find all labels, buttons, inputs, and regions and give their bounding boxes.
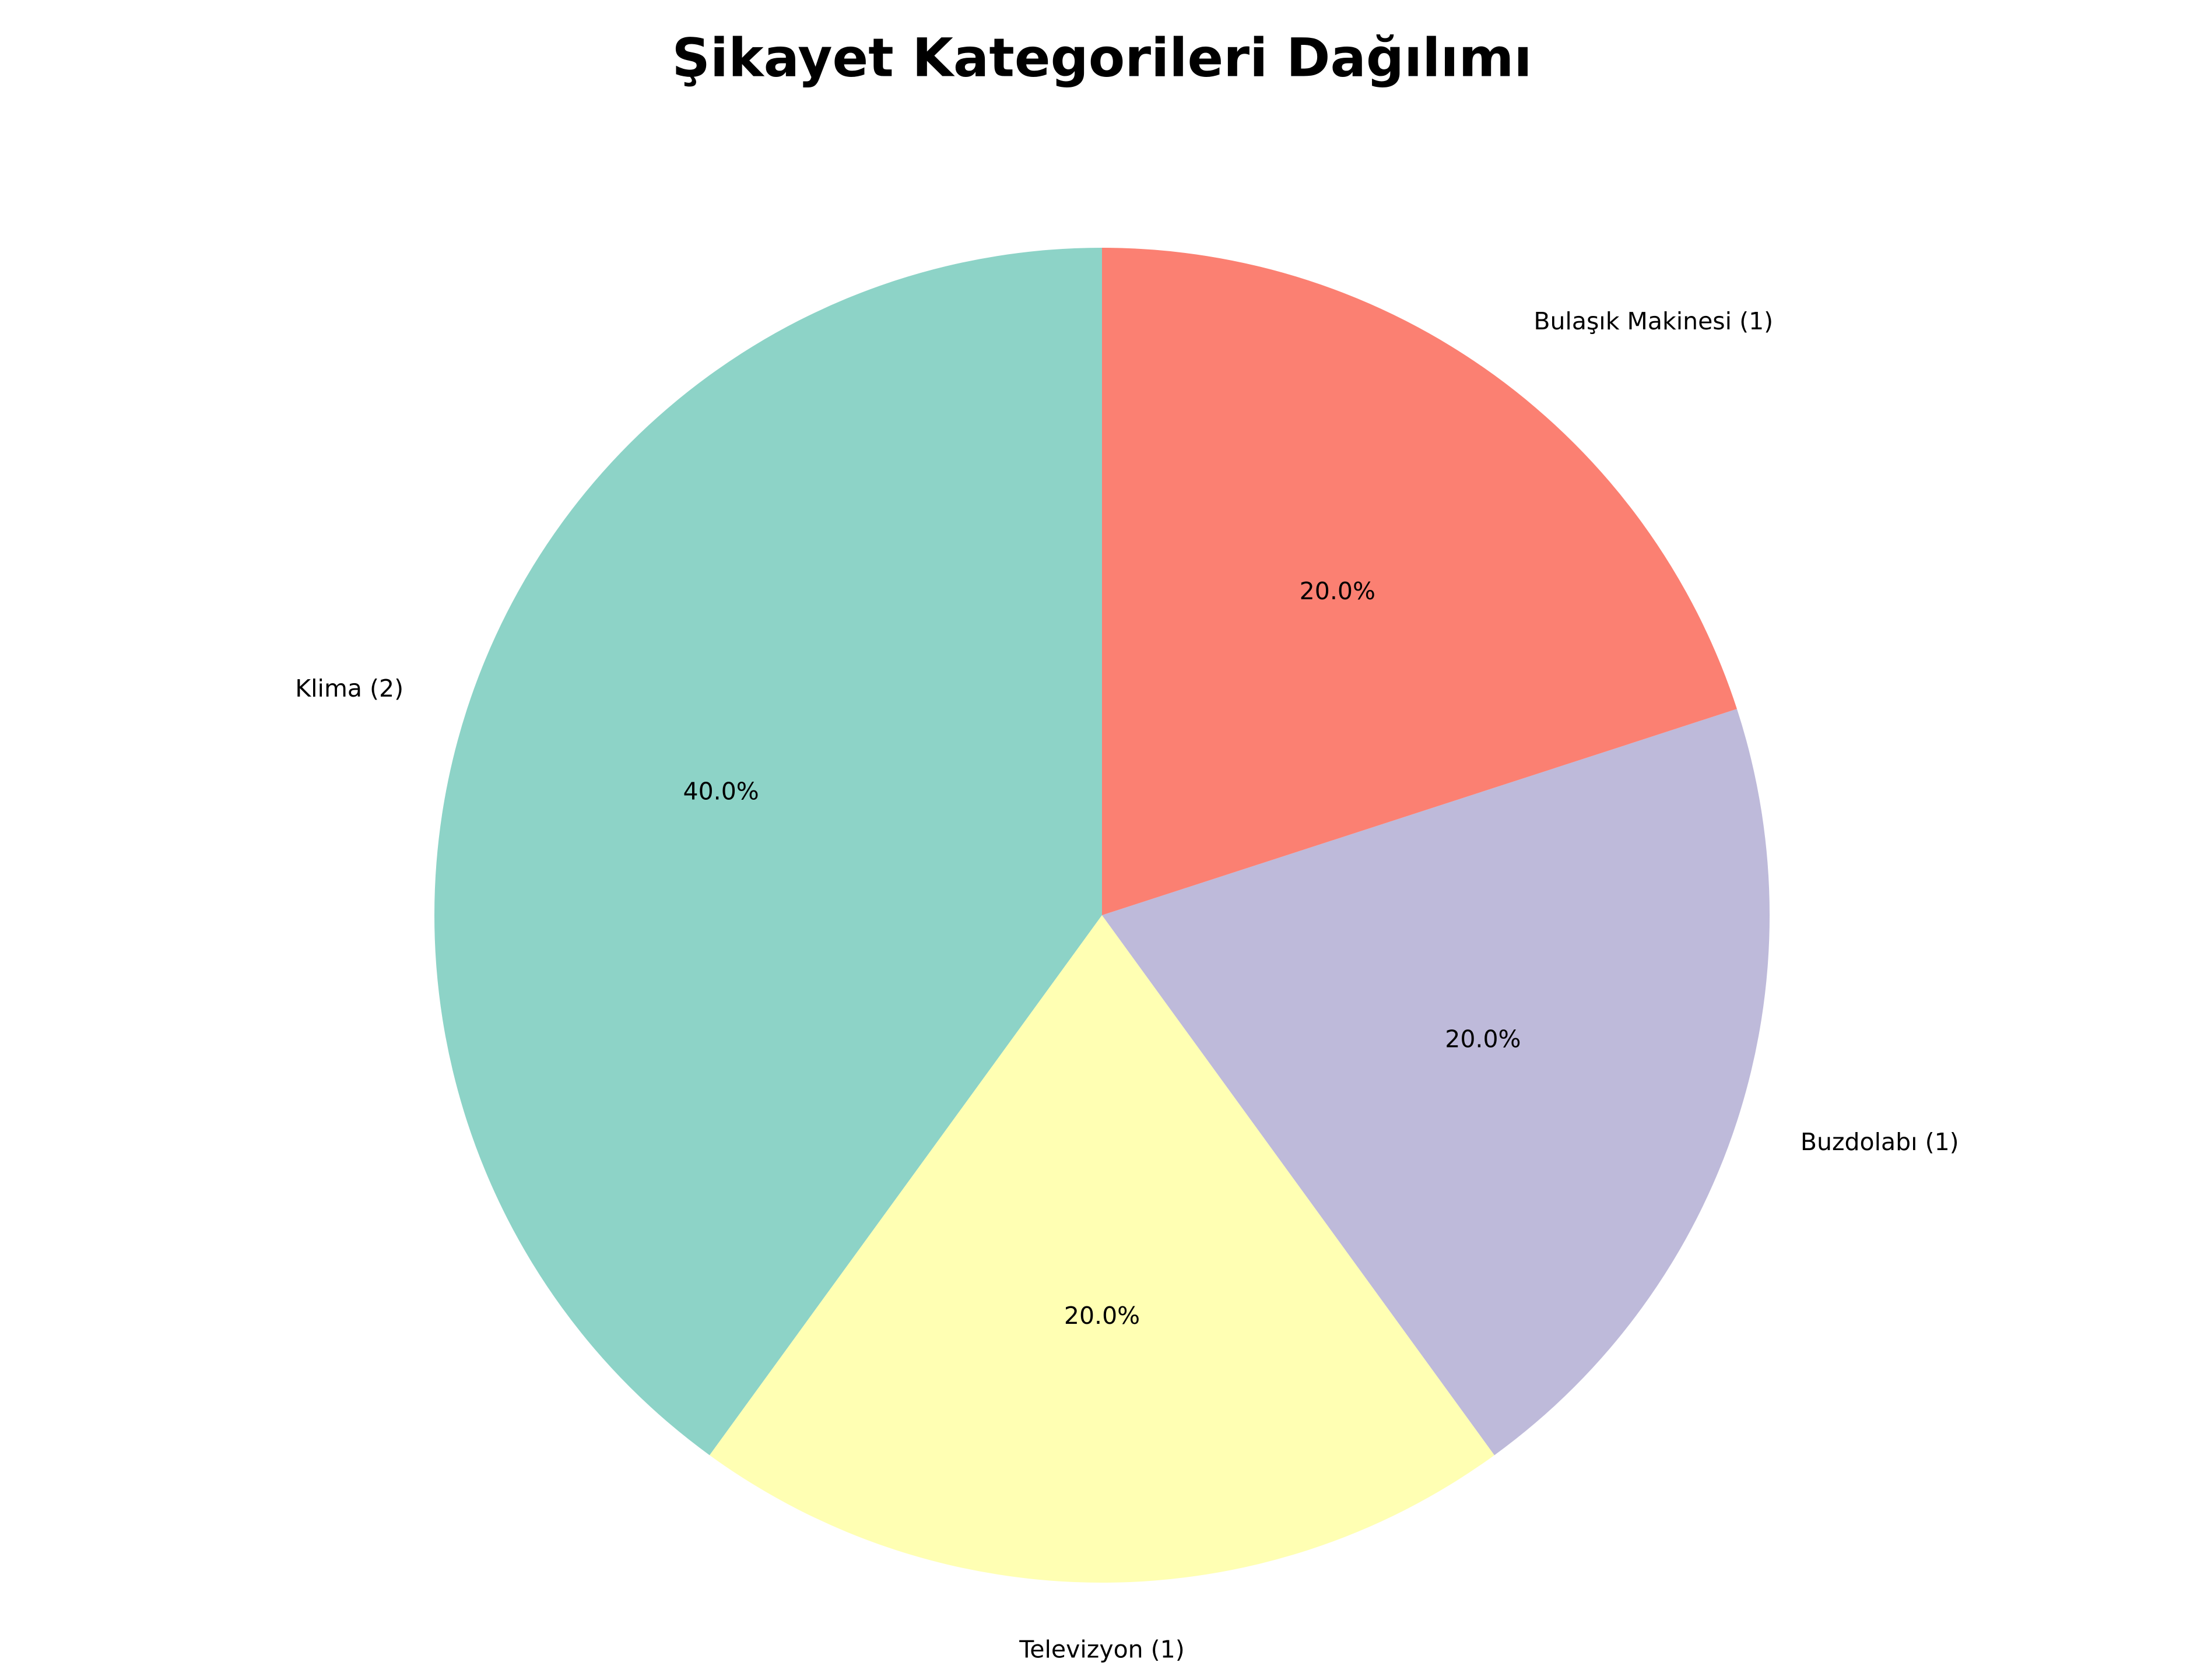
pie-slices — [434, 248, 1770, 1583]
slice-label-1: Televizyon (1) — [1019, 1636, 1185, 1664]
slice-percent-3: 20.0% — [1300, 577, 1375, 605]
slice-label-3: Bulaşık Makinesi (1) — [1533, 307, 1773, 335]
slice-percent-2: 20.0% — [1445, 1025, 1521, 1053]
slice-label-0: Klima (2) — [295, 674, 403, 702]
pie-slice-2 — [1102, 709, 1770, 1456]
pie-labels: Klima (2) 40.0% Televizyon (1) 20.0% Buzdola… — [295, 307, 1959, 1663]
slice-percent-1: 20.0% — [1064, 1302, 1140, 1330]
pie-slice-0 — [434, 248, 1102, 1456]
chart-title: Şikayet Kategorileri Dağılımı — [672, 28, 1532, 89]
slice-percent-0: 40.0% — [683, 778, 759, 806]
pie-slice-1 — [709, 915, 1495, 1583]
pie-slice-3 — [1102, 248, 1737, 915]
slice-label-2: Buzdolabı (1) — [1801, 1128, 1959, 1156]
